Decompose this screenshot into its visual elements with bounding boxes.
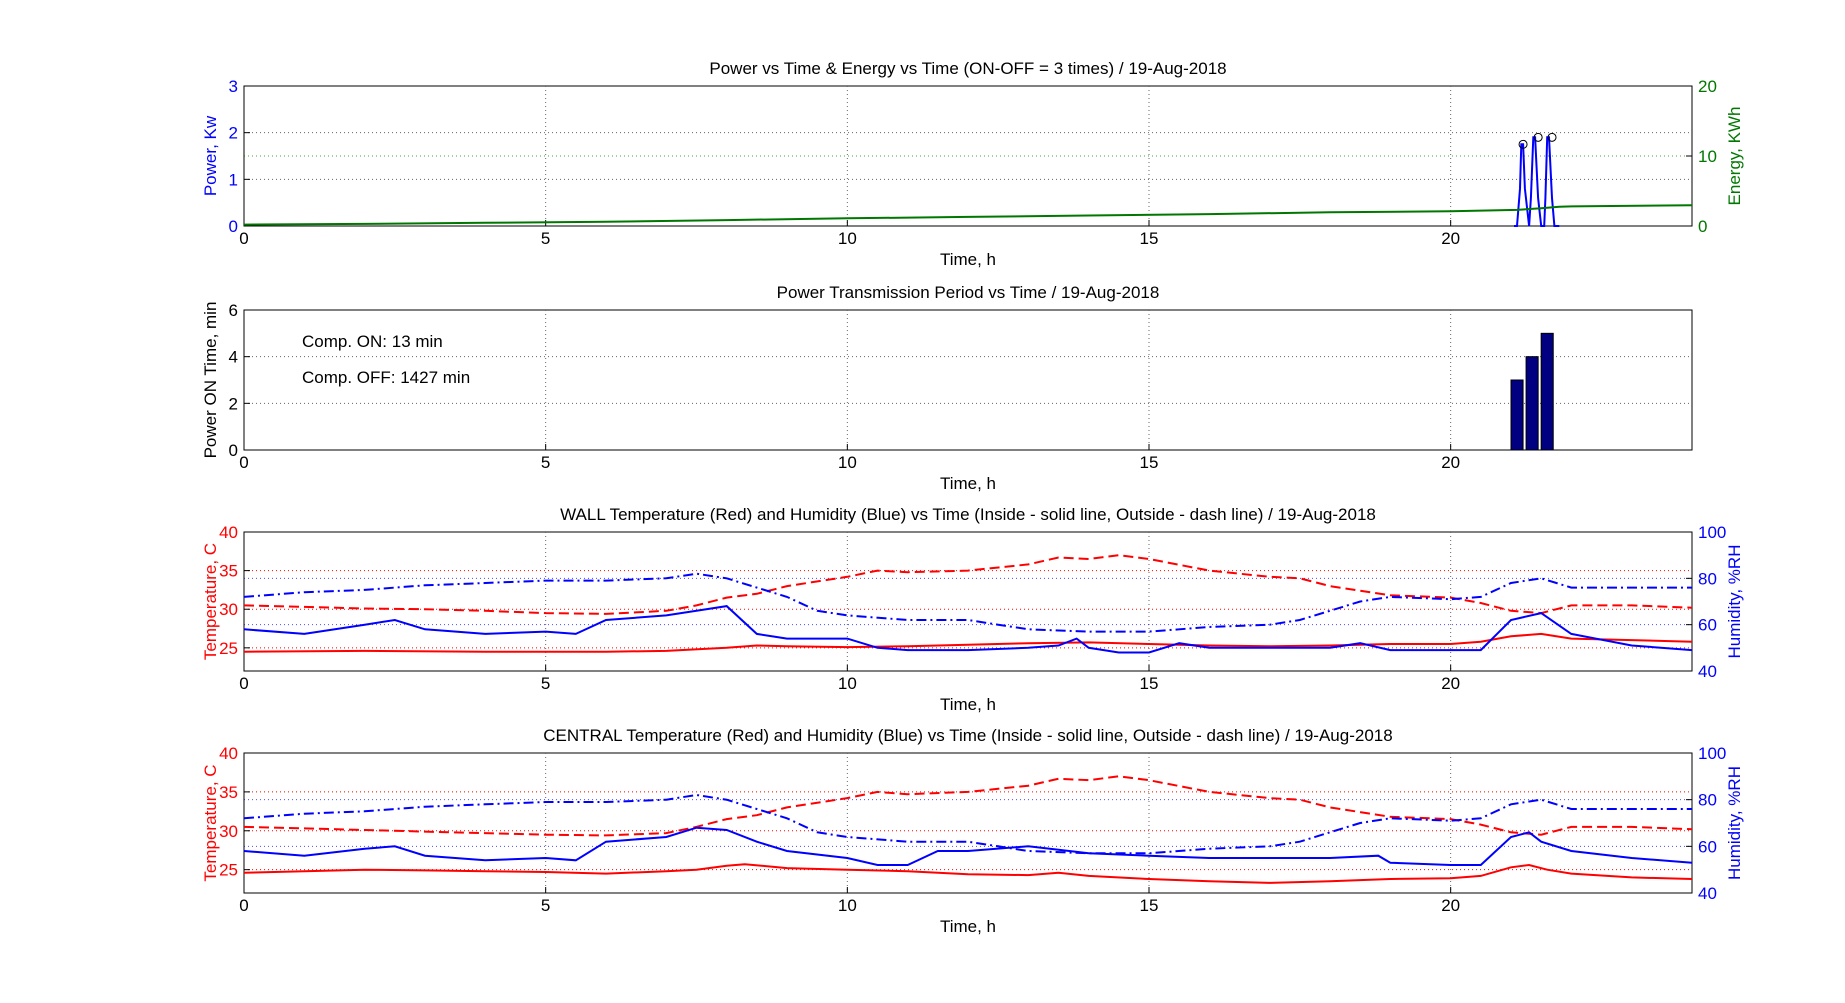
- y2-tick-label: 10: [1698, 147, 1717, 166]
- series-line: [243, 863, 1693, 884]
- y-axis-label: Power ON Time, min: [201, 302, 220, 459]
- y-axis-label: Power, Kw: [201, 115, 220, 196]
- x-axis-label: Time, h: [940, 474, 996, 493]
- y-tick-label: 30: [219, 822, 238, 841]
- x-axis-label: Time, h: [940, 695, 996, 714]
- x-tick-label: 10: [838, 674, 857, 693]
- y2-tick-label: 100: [1698, 523, 1726, 542]
- x-tick-label: 20: [1441, 229, 1460, 248]
- x-tick-label: 15: [1140, 453, 1159, 472]
- y-tick-label: 1: [229, 170, 238, 189]
- y2-tick-label: 20: [1698, 77, 1717, 96]
- x-tick-label: 10: [838, 453, 857, 472]
- chart-title: CENTRAL Temperature (Red) and Humidity (…: [543, 726, 1392, 745]
- y-tick-label: 2: [229, 394, 238, 413]
- x-tick-label: 5: [541, 674, 550, 693]
- chart-title: Power vs Time & Energy vs Time (ON-OFF =…: [709, 59, 1226, 78]
- y2-axis-label: Humidity, %RH: [1725, 545, 1744, 659]
- series-line: [243, 632, 1693, 653]
- chart-annotation: Comp. ON: 13 min: [302, 332, 443, 351]
- chart-title: WALL Temperature (Red) and Humidity (Blu…: [560, 505, 1376, 524]
- series-line: [243, 605, 1693, 654]
- bar: [1510, 379, 1524, 451]
- y-tick-label: 2: [229, 124, 238, 143]
- data-point: [1533, 132, 1543, 142]
- y2-tick-label: 0: [1698, 217, 1707, 236]
- y2-tick-label: 80: [1698, 791, 1717, 810]
- data-point: [1547, 132, 1557, 142]
- y-tick-label: 40: [219, 523, 238, 542]
- x-tick-label: 15: [1140, 674, 1159, 693]
- x-tick-label: 0: [239, 453, 248, 472]
- series-line: [243, 554, 1693, 615]
- y-tick-label: 4: [229, 348, 238, 367]
- x-tick-label: 20: [1441, 896, 1460, 915]
- bar: [1540, 332, 1554, 451]
- x-axis-label: Time, h: [940, 250, 996, 269]
- y2-tick-label: 40: [1698, 662, 1717, 681]
- series-line: [243, 775, 1693, 837]
- y-tick-label: 3: [229, 77, 238, 96]
- x-tick-label: 5: [541, 453, 550, 472]
- chart-title: Power Transmission Period vs Time / 19-A…: [777, 283, 1160, 302]
- y-tick-label: 40: [219, 744, 238, 763]
- x-tick-label: 20: [1441, 453, 1460, 472]
- y2-tick-label: 60: [1698, 837, 1717, 856]
- y-tick-label: 35: [219, 562, 238, 581]
- y2-tick-label: 100: [1698, 744, 1726, 763]
- series-line: [243, 793, 1692, 855]
- series-line: [243, 204, 1693, 226]
- y-tick-label: 0: [229, 441, 238, 460]
- x-tick-label: 20: [1441, 674, 1460, 693]
- chart-central: 0 5 10 15 20 25 30 35 40 40 60 80 100 CENTRAL Tempera…: [201, 726, 1744, 936]
- y-tick-label: 0: [229, 217, 238, 236]
- series-line: [243, 826, 1693, 866]
- y-axis-label: Temperature, C: [201, 543, 220, 660]
- y-tick-label: 25: [219, 639, 238, 658]
- x-tick-label: 15: [1140, 896, 1159, 915]
- x-tick-label: 10: [838, 896, 857, 915]
- x-tick-label: 0: [239, 229, 248, 248]
- y2-tick-label: 60: [1698, 616, 1717, 635]
- chart-power: 0 5 10 15 20 0 1 2 3 0 10 20 Power vs Time & Energy …: [201, 59, 1744, 269]
- chart-wall: 0 5 10 15 20 25 30 35 40 40 60 80 100 WALL Temperatur…: [201, 505, 1744, 714]
- x-tick-label: 0: [239, 896, 248, 915]
- series-line: [243, 572, 1692, 633]
- y-tick-label: 6: [229, 301, 238, 320]
- chart-annotation: Comp. OFF: 1427 min: [302, 368, 470, 387]
- bar: [1525, 356, 1539, 451]
- y2-tick-label: 80: [1698, 569, 1717, 588]
- y-axis-label: Temperature, C: [201, 764, 220, 881]
- data-point: [1518, 139, 1528, 149]
- y2-axis-label: Humidity, %RH: [1725, 766, 1744, 880]
- x-tick-label: 5: [541, 229, 550, 248]
- x-tick-label: 0: [239, 674, 248, 693]
- x-tick-label: 10: [838, 229, 857, 248]
- x-tick-label: 15: [1140, 229, 1159, 248]
- y-tick-label: 25: [219, 861, 238, 880]
- y2-axis-label: Energy, KWh: [1725, 107, 1744, 206]
- x-tick-label: 5: [541, 896, 550, 915]
- y-tick-label: 30: [219, 600, 238, 619]
- y2-tick-label: 40: [1698, 884, 1717, 903]
- series-line: [1514, 136, 1560, 227]
- x-axis-label: Time, h: [940, 917, 996, 936]
- plot-area: [243, 752, 1693, 894]
- chart-period: 0 5 10 15 20 0 2 4 6 Power Transmission Period vs…: [201, 283, 1693, 493]
- y-tick-label: 35: [219, 783, 238, 802]
